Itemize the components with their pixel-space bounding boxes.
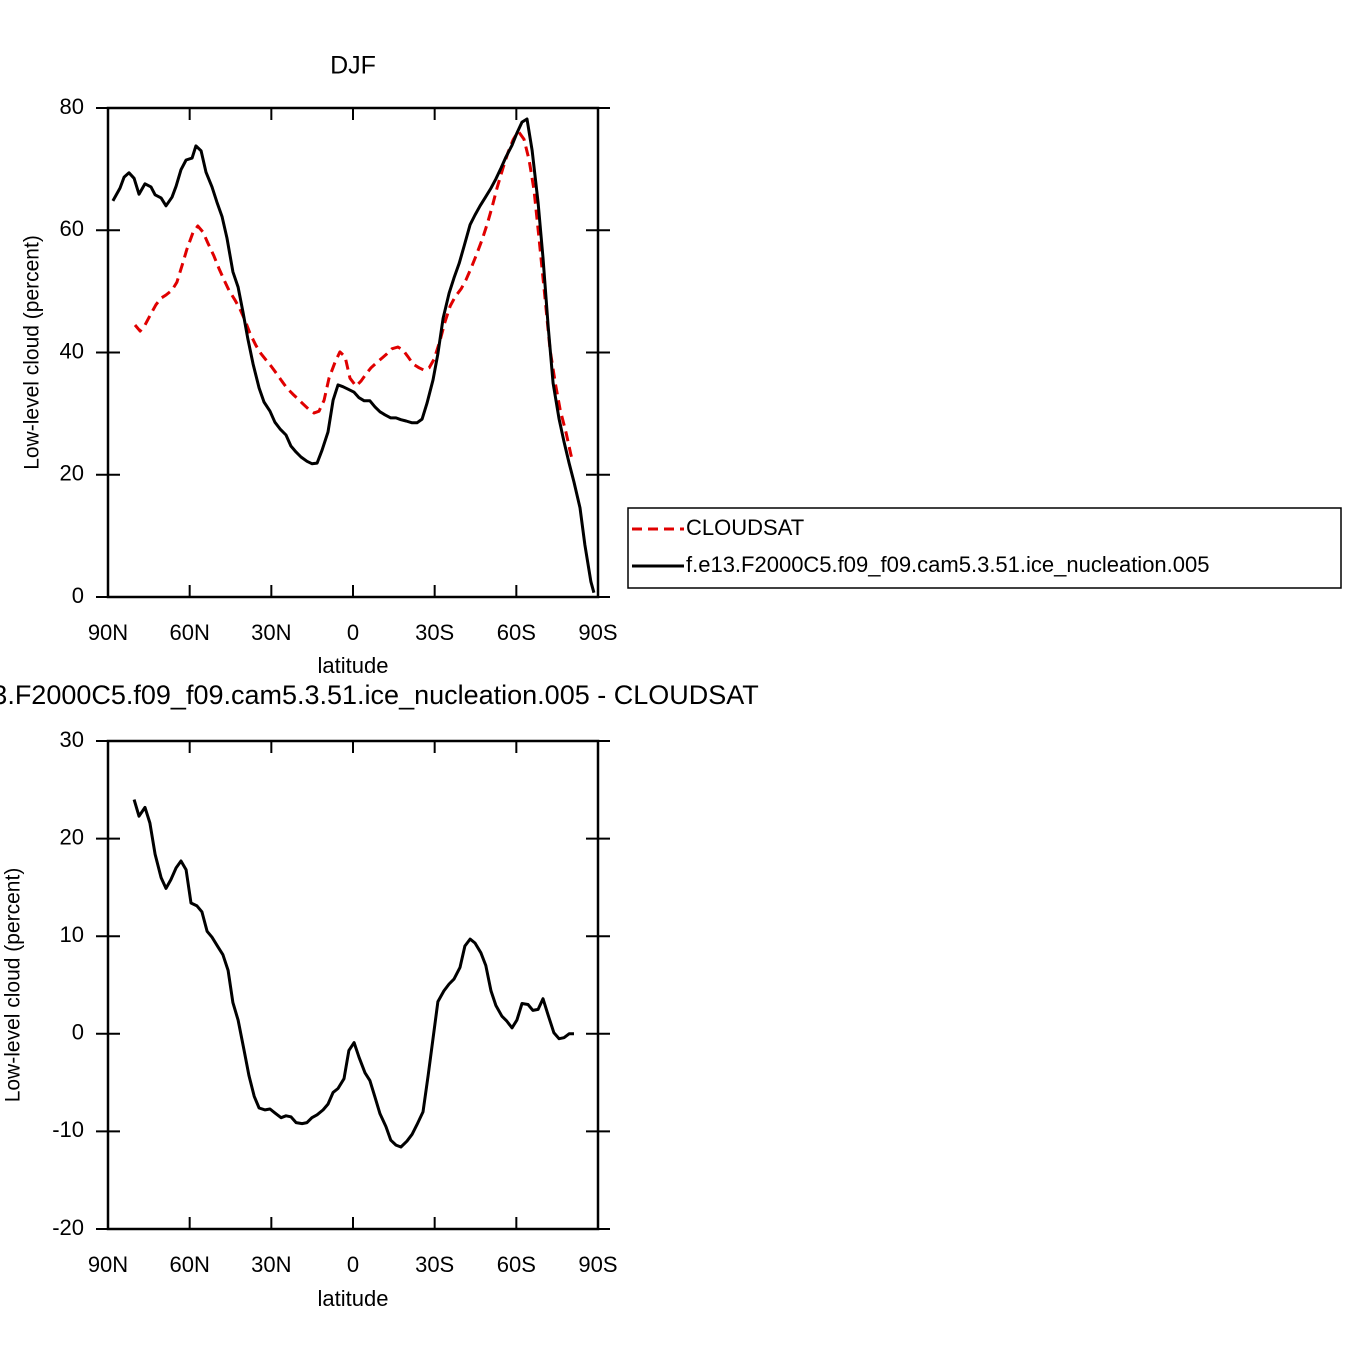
x-tick-label: 30S (415, 620, 454, 645)
y-tick-label: 60 (60, 216, 84, 241)
x-tick-label: 30S (415, 1252, 454, 1277)
y-axis-label: Low-level cloud (percent) (21, 235, 44, 470)
legend-label: f.e13.F2000C5.f09_f09.cam5.3.51.ice_nucl… (686, 552, 1210, 577)
chart-title: DJF (330, 52, 376, 80)
y-tick-label: -10 (52, 1117, 84, 1142)
series-line (133, 129, 575, 463)
x-tick-label: 60S (497, 1252, 536, 1277)
plot-frame (106, 739, 600, 1231)
plot-frame (106, 106, 600, 599)
y-tick-label: -20 (52, 1215, 84, 1240)
y-tick-label: 20 (60, 461, 84, 486)
series-line (111, 117, 596, 594)
y-tick-label: 20 (60, 824, 84, 849)
x-tick-label: 60N (169, 620, 209, 645)
x-axis-label: latitude (318, 653, 389, 678)
x-tick-label: 60N (169, 1252, 209, 1277)
legend-label: CLOUDSAT (686, 515, 804, 540)
series-line (132, 799, 574, 1149)
x-tick-label: 90N (88, 620, 128, 645)
y-tick-label: 10 (60, 922, 84, 947)
y-tick-label: 0 (72, 583, 84, 608)
legend-box (627, 507, 1342, 589)
y-tick-label: 30 (60, 727, 84, 752)
x-tick-label: 90S (578, 620, 617, 645)
x-tick-label: 30N (251, 620, 291, 645)
x-tick-label: 0 (347, 620, 359, 645)
x-tick-label: 90N (88, 1252, 128, 1277)
y-axis-label: Low-level cloud (percent) (2, 868, 25, 1103)
x-tick-label: 90S (578, 1252, 617, 1277)
y-tick-label: 80 (60, 94, 84, 119)
y-tick-label: 40 (60, 338, 84, 363)
x-tick-label: 0 (347, 1252, 359, 1277)
y-tick-label: 0 (72, 1020, 84, 1045)
x-axis-label: latitude (318, 1286, 389, 1311)
chart-title: f.e13.F2000C5.f09_f09.cam5.3.51.ice_nucl… (0, 680, 759, 710)
x-tick-label: 60S (497, 620, 536, 645)
x-tick-label: 30N (251, 1252, 291, 1277)
